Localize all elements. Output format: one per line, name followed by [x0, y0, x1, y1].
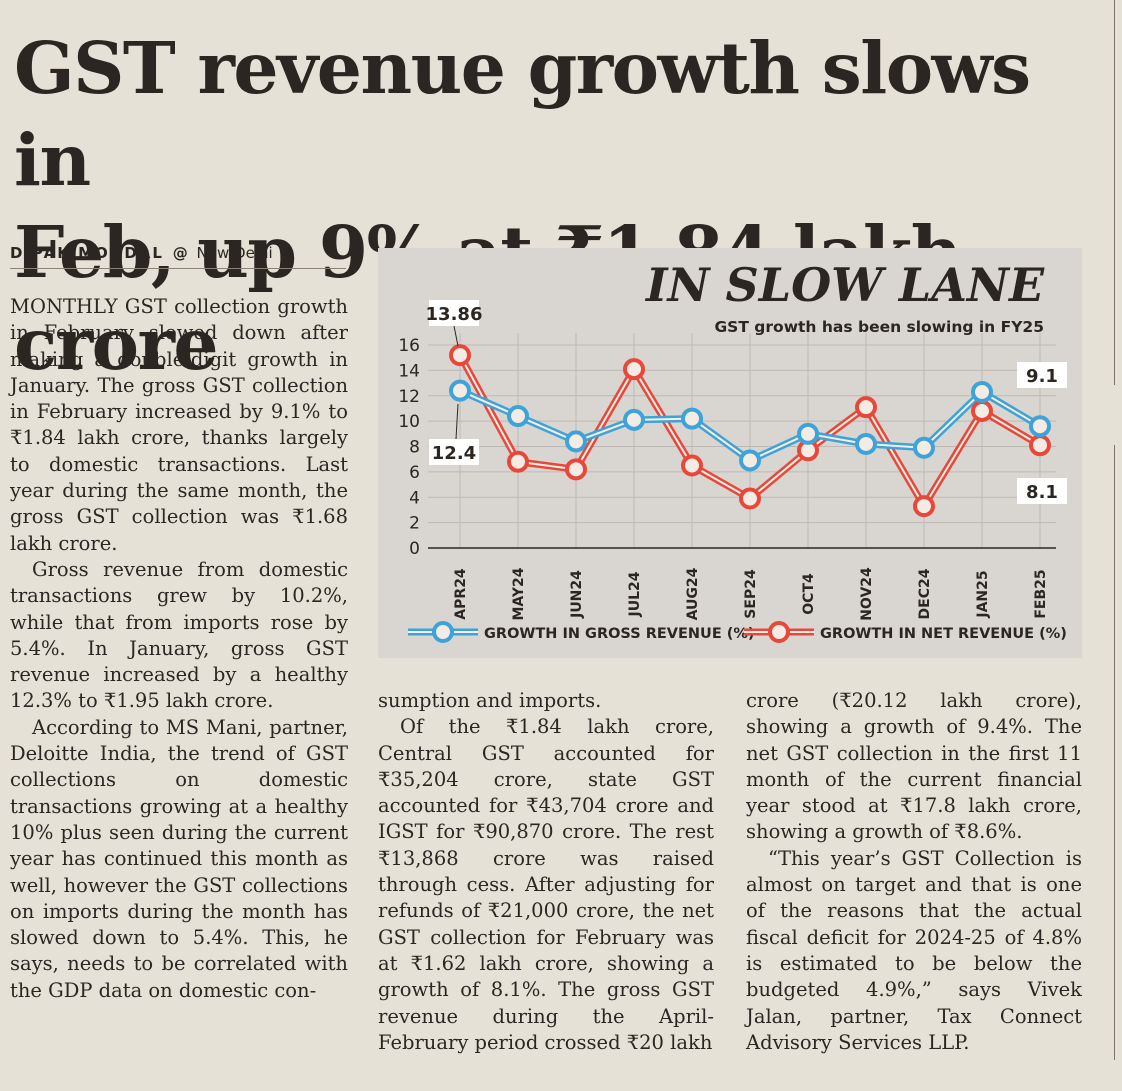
data-point-net — [449, 344, 471, 367]
data-point-net — [739, 487, 761, 510]
x-tick-label: NOV24 — [859, 567, 875, 621]
y-tick-label: 14 — [398, 361, 420, 381]
x-tick-label: JUL24 — [627, 571, 643, 617]
data-label: 8.1 — [1026, 482, 1058, 503]
column-rule-gap — [1113, 385, 1116, 445]
y-tick-label: 2 — [409, 514, 420, 534]
legend-label-gross: GROWTH IN GROSS REVENUE (%) — [484, 626, 755, 642]
data-label: 13.86 — [426, 304, 483, 325]
y-tick-label: 16 — [398, 336, 420, 356]
data-label-box — [429, 300, 479, 326]
x-tick-label: JUN24 — [569, 570, 585, 619]
data-point-net — [681, 454, 703, 477]
x-tick-label: AUG24 — [685, 567, 701, 620]
legend-label-net: GROWTH IN NET REVENUE (%) — [820, 626, 1067, 642]
data-point-net — [1029, 434, 1051, 457]
data-point-gross — [797, 422, 819, 445]
data-label-pointer — [453, 325, 459, 347]
x-tick-label: MAY24 — [511, 567, 527, 620]
data-point-gross — [913, 436, 935, 459]
article-paragraph: MONTHLY GST collection growth in Februar… — [10, 295, 348, 555]
legend-swatch-marker — [432, 621, 454, 643]
y-tick-label: 6 — [409, 463, 420, 483]
data-point-gross — [565, 430, 587, 453]
data-point-net — [855, 396, 877, 419]
data-point-gross — [971, 380, 993, 403]
article-paragraph: crore (₹20.12 lakh crore), showing a gro… — [746, 689, 1082, 844]
data-label-pointer — [455, 403, 459, 440]
x-tick-label: APR24 — [453, 568, 469, 620]
lead-in: MONTHLY GST — [10, 295, 167, 318]
data-point-net — [565, 458, 587, 481]
chart-subtitle: GST growth has been slowing in FY25 — [714, 318, 1044, 336]
article-paragraph: “This year’s GST Collection is almost on… — [746, 846, 1082, 1054]
data-label: 12.4 — [432, 443, 476, 464]
chart-title: IN SLOW LANE — [644, 258, 1045, 312]
headline-line-1: GST revenue growth slows in — [14, 26, 1031, 202]
x-tick-label: DEC24 — [917, 568, 933, 619]
article-column-3: crore (₹20.12 lakh crore), showing a gro… — [746, 688, 1082, 1056]
article-column-1: MONTHLY GST collection growth in Februar… — [10, 294, 348, 1004]
data-point-gross — [681, 407, 703, 430]
data-point-net — [913, 495, 935, 518]
x-tick-label: JAN25 — [975, 570, 991, 618]
byline: DIPAK MONDAL @ New Delhi — [10, 244, 346, 269]
article-paragraph: According to MS Mani, partner, Deloitte … — [10, 715, 348, 1002]
data-label-box — [1017, 362, 1067, 388]
data-label-box — [429, 439, 479, 465]
y-tick-label: 4 — [409, 488, 420, 508]
line-chart: IN SLOW LANE GST growth has been slowing … — [398, 258, 1067, 643]
article-paragraph: Gross revenue from domestic transactions… — [10, 557, 348, 713]
data-point-net — [971, 399, 993, 422]
byline-location: New Delhi — [196, 244, 273, 262]
x-tick-label: FEB25 — [1033, 569, 1049, 618]
y-tick-label: 8 — [409, 438, 420, 458]
data-point-gross — [739, 449, 761, 472]
x-tick-label: SEP24 — [743, 569, 759, 619]
x-tick-label: OCT4 — [801, 573, 817, 615]
data-point-net — [623, 358, 645, 381]
column-rule — [1114, 0, 1115, 1060]
data-point-gross — [1029, 415, 1051, 438]
y-tick-label: 0 — [409, 539, 420, 559]
author-name: DIPAK MONDAL — [10, 244, 164, 262]
chart-panel: IN SLOW LANE GST growth has been slowing … — [378, 248, 1082, 658]
article-paragraph: Of the ₹1.84 lakh crore, Central GST acc… — [378, 715, 714, 1054]
data-point-gross — [623, 408, 645, 431]
article-paragraph: sumption and imports. — [378, 689, 602, 712]
byline-at: @ — [172, 244, 188, 262]
data-point-gross — [855, 432, 877, 455]
y-tick-label: 12 — [398, 387, 420, 407]
data-point-gross — [507, 405, 529, 428]
article-column-2: sumption and imports. Of the ₹1.84 lakh … — [378, 688, 714, 1056]
data-point-gross — [449, 379, 471, 402]
y-tick-label: 10 — [398, 412, 420, 432]
data-label-box — [1017, 478, 1067, 504]
data-label: 9.1 — [1026, 366, 1058, 387]
data-point-net — [507, 450, 529, 473]
legend-swatch-marker — [768, 621, 790, 643]
